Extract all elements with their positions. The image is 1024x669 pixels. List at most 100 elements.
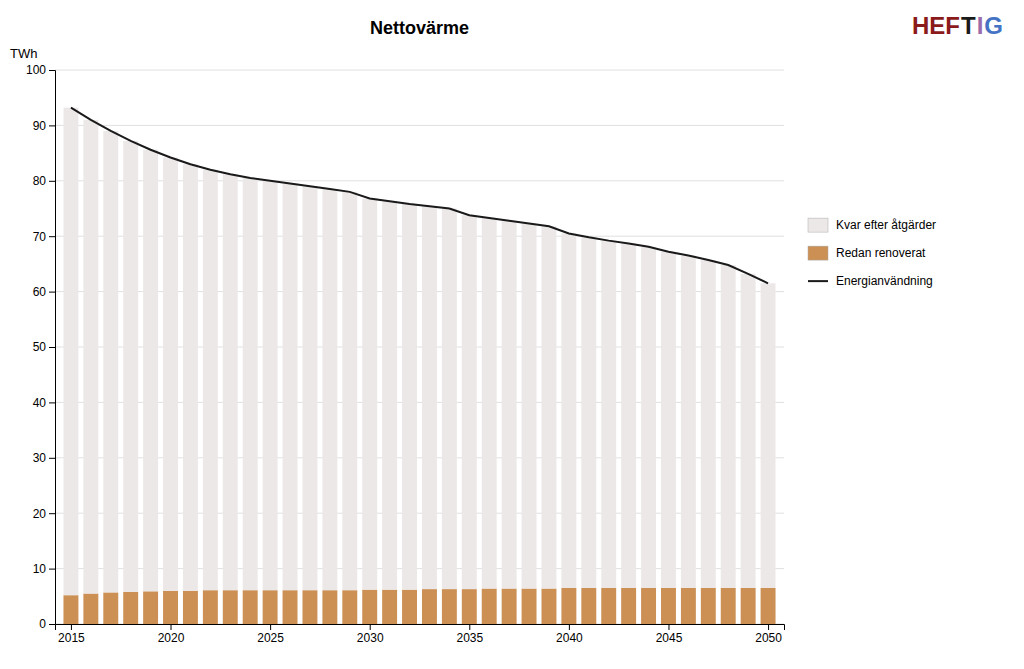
- x-tick-label: 2030: [357, 631, 384, 645]
- y-tick: 30: [33, 451, 55, 465]
- x-tick-mark: [71, 624, 72, 630]
- bar: [283, 184, 298, 591]
- y-tick-label: 80: [33, 174, 47, 188]
- x-tick-label: 2050: [755, 631, 782, 645]
- y-tick-label: 40: [33, 396, 47, 410]
- legend-item: Kvar efter åtgärder: [808, 218, 936, 232]
- bar: [502, 589, 517, 624]
- annotation: HEF: [912, 12, 960, 39]
- bar: [422, 206, 437, 589]
- x-tick: 2025: [257, 624, 284, 645]
- bar: [163, 158, 178, 591]
- bar: [581, 588, 596, 624]
- y-tick: 90: [33, 119, 55, 133]
- bar: [581, 237, 596, 588]
- chart: 2015202020252030203520402045205001020304…: [0, 0, 1024, 669]
- line: [71, 108, 768, 284]
- legend-item: Redan renoverat: [808, 246, 926, 260]
- bar: [302, 186, 317, 590]
- bar: [442, 209, 457, 590]
- bar: [123, 141, 138, 592]
- y-tick-mark: [49, 624, 55, 625]
- bar: [342, 590, 357, 624]
- x-tick-mark: [171, 624, 172, 630]
- y-axis-line: [49, 71, 56, 625]
- bar: [402, 204, 417, 590]
- y-tick-mark: [49, 292, 55, 293]
- y-tick: 10: [33, 562, 55, 576]
- bar: [183, 164, 198, 591]
- bar: [223, 174, 238, 590]
- y-tick-mark: [49, 125, 55, 126]
- bar: [681, 588, 696, 624]
- bar: [442, 589, 457, 624]
- annotation: I: [977, 12, 984, 39]
- title: Nettovärme: [370, 18, 469, 38]
- bar: [342, 192, 357, 590]
- x-tick: 2015: [58, 624, 85, 645]
- legend-item: Energianvändning: [808, 274, 933, 288]
- bar: [741, 274, 756, 588]
- bar: [641, 247, 656, 588]
- bar: [243, 590, 258, 624]
- y-tick-label: 60: [33, 285, 47, 299]
- bar: [721, 588, 736, 624]
- bar: [163, 591, 178, 624]
- legend-swatch: [808, 246, 828, 260]
- x-tick-label: 2035: [456, 631, 483, 645]
- bar: [701, 260, 716, 588]
- y-tick-mark: [49, 569, 55, 570]
- bar: [83, 594, 98, 624]
- bar: [283, 590, 298, 624]
- bar: [561, 233, 576, 588]
- logo: HEFTIG: [912, 12, 1003, 39]
- y-tick: 40: [33, 396, 55, 410]
- marks: [63, 108, 775, 624]
- bar: [203, 170, 218, 590]
- y-tick-label: 30: [33, 451, 47, 465]
- bar: [541, 589, 556, 624]
- legend-swatch: [808, 280, 828, 282]
- bar: [203, 590, 218, 624]
- bar: [761, 283, 776, 588]
- y-tick-mark: [49, 70, 55, 71]
- bar: [522, 223, 537, 588]
- y-tick: 60: [33, 285, 55, 299]
- x-tick: 2030: [357, 624, 384, 645]
- bar: [263, 181, 278, 590]
- x-tick: 2045: [656, 624, 683, 645]
- bar: [243, 178, 258, 590]
- y-tick-label: 100: [26, 63, 46, 77]
- bar: [482, 589, 497, 624]
- annotation: G: [984, 12, 1003, 39]
- x-tick-label: 2045: [656, 631, 683, 645]
- y-tick-label: 50: [33, 340, 47, 354]
- y-tick-label: 10: [33, 562, 47, 576]
- x-tick-label: 2020: [158, 631, 185, 645]
- x-tick-label: 2040: [556, 631, 583, 645]
- x-tick: 2035: [456, 624, 483, 645]
- y-axis-label: TWh: [10, 46, 37, 61]
- y-tick: 20: [33, 507, 55, 521]
- bar-series: [63, 108, 775, 596]
- x-tick-mark: [469, 624, 470, 630]
- bar: [761, 588, 776, 624]
- x-tick-mark: [668, 624, 669, 630]
- y-axis: 0102030405060708090100: [26, 63, 56, 631]
- bar: [681, 256, 696, 588]
- x-tick: 2040: [556, 624, 583, 645]
- bar: [661, 588, 676, 624]
- grid: [55, 70, 784, 624]
- y-tick: 80: [33, 174, 55, 188]
- bar: [621, 588, 636, 624]
- bar: [263, 590, 278, 624]
- bar: [741, 588, 756, 624]
- bar: [63, 595, 78, 624]
- bar: [721, 265, 736, 588]
- x-tick-mark: [370, 624, 371, 630]
- legend: Kvar efter åtgärder Redan renoverat Energi…: [808, 218, 936, 288]
- y-tick-mark: [49, 347, 55, 348]
- x-axis-line: [56, 625, 785, 631]
- bar: [362, 590, 377, 624]
- annotation: T: [961, 12, 976, 39]
